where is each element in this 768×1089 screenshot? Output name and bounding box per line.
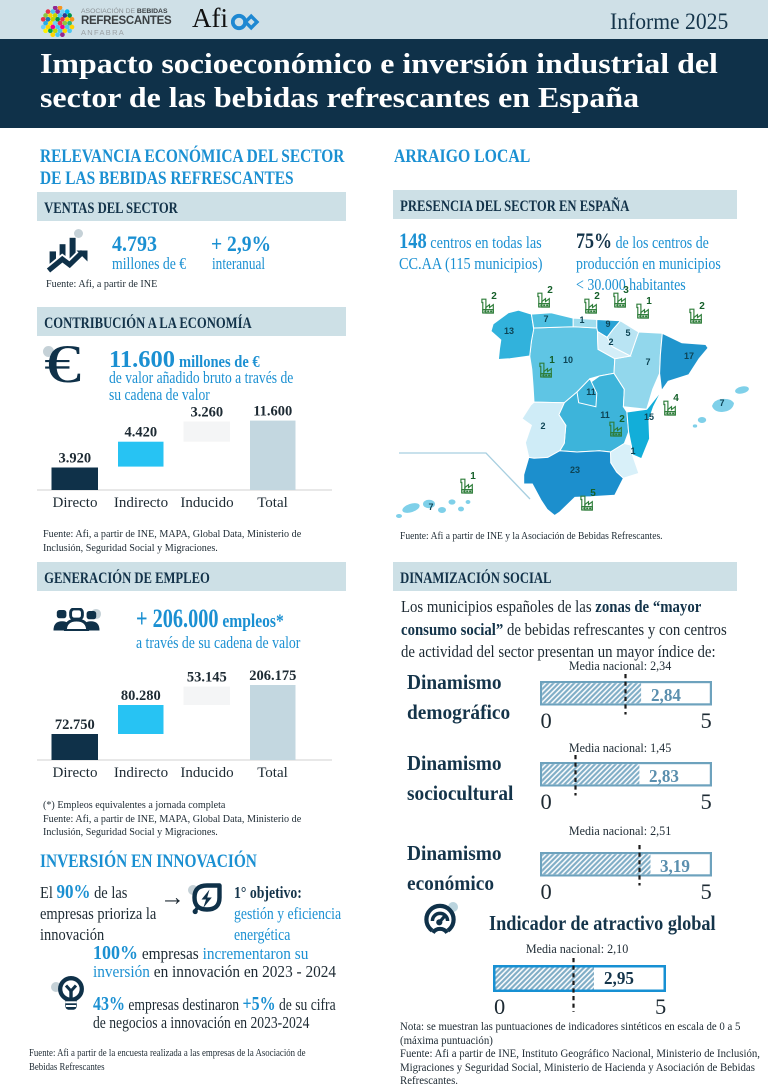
- svg-text:80.280: 80.280: [121, 688, 161, 704]
- svg-text:4: 4: [673, 393, 679, 404]
- svg-text:Inducido: Inducido: [180, 495, 233, 511]
- svg-text:9: 9: [605, 319, 610, 329]
- svg-text:Inducido: Inducido: [180, 765, 233, 781]
- svg-text:2: 2: [547, 285, 553, 296]
- svg-text:15: 15: [644, 412, 654, 422]
- svg-text:23: 23: [570, 465, 580, 475]
- svg-text:5: 5: [590, 488, 596, 499]
- svg-text:17: 17: [684, 351, 694, 361]
- svg-text:1: 1: [579, 315, 584, 325]
- svg-text:2: 2: [608, 337, 613, 347]
- svg-text:1: 1: [549, 355, 555, 366]
- svg-text:2: 2: [699, 301, 705, 312]
- svg-text:Directo: Directo: [53, 495, 98, 511]
- svg-text:3.920: 3.920: [58, 451, 91, 467]
- svg-text:72.750: 72.750: [55, 717, 95, 733]
- svg-text:7: 7: [543, 314, 548, 324]
- svg-text:1: 1: [630, 446, 635, 456]
- svg-text:3: 3: [623, 285, 629, 296]
- svg-text:53.145: 53.145: [187, 670, 227, 686]
- svg-text:Indirecto: Indirecto: [114, 495, 168, 511]
- svg-text:7: 7: [428, 502, 433, 512]
- svg-text:3.260: 3.260: [190, 405, 223, 421]
- svg-text:2: 2: [619, 414, 625, 425]
- svg-text:4.420: 4.420: [124, 425, 157, 441]
- svg-text:13: 13: [504, 326, 514, 336]
- svg-text:Total: Total: [257, 495, 288, 511]
- svg-text:7: 7: [719, 398, 724, 408]
- svg-text:2: 2: [491, 291, 497, 302]
- svg-text:1: 1: [646, 296, 652, 307]
- svg-text:2: 2: [540, 421, 545, 431]
- svg-text:Total: Total: [257, 765, 288, 781]
- svg-text:206.175: 206.175: [249, 668, 296, 684]
- svg-text:Directo: Directo: [53, 765, 98, 781]
- svg-text:11.600: 11.600: [253, 404, 292, 420]
- svg-text:1: 1: [470, 471, 476, 482]
- svg-text:11: 11: [600, 410, 610, 420]
- svg-text:Indirecto: Indirecto: [114, 765, 168, 781]
- svg-text:7: 7: [645, 357, 650, 367]
- svg-text:2: 2: [594, 291, 600, 302]
- svg-text:5: 5: [625, 328, 630, 338]
- svg-text:11: 11: [586, 387, 596, 397]
- svg-text:10: 10: [563, 355, 573, 365]
